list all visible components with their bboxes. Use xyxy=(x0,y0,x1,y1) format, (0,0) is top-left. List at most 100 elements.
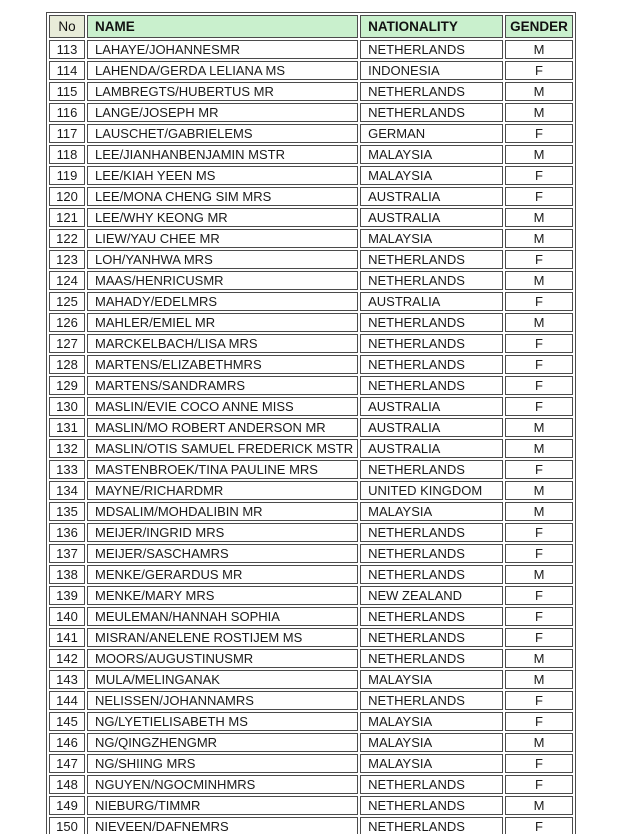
table-row: 144 NELISSEN/JOHANNAMRS NETHERLANDS F xyxy=(49,691,573,710)
row-number-cell: 124 xyxy=(49,271,85,290)
column-header-no: No xyxy=(49,15,85,38)
nationality-cell: NETHERLANDS xyxy=(360,40,504,59)
passenger-name-cell: LAUSCHET/GABRIELEMS xyxy=(87,124,359,143)
row-number-cell: 122 xyxy=(49,229,85,248)
table-row: 131 MASLIN/MO ROBERT ANDERSON MR AUSTRALIA… xyxy=(49,418,573,437)
row-number-cell: 149 xyxy=(49,796,85,815)
nationality-cell: MALAYSIA xyxy=(360,166,504,185)
table-row: 124 MAAS/HENRICUSMR NETHERLANDS M xyxy=(49,271,573,290)
table-row: 147 NG/SHIING MRS MALAYSIA F xyxy=(49,754,573,773)
row-number-cell: 146 xyxy=(49,733,85,752)
row-number-cell: 117 xyxy=(49,124,85,143)
gender-cell: F xyxy=(505,691,573,710)
gender-cell: F xyxy=(505,292,573,311)
gender-cell: F xyxy=(505,376,573,395)
gender-cell: F xyxy=(505,460,573,479)
gender-cell: M xyxy=(505,502,573,521)
nationality-cell: UNITED KINGDOM xyxy=(360,481,504,500)
gender-cell: F xyxy=(505,607,573,626)
passenger-name-cell: NG/LYETIELISABETH MS xyxy=(87,712,359,731)
gender-cell: F xyxy=(505,166,573,185)
nationality-cell: NETHERLANDS xyxy=(360,817,504,834)
table-row: 121 LEE/WHY KEONG MR AUSTRALIA M xyxy=(49,208,573,227)
row-number-cell: 130 xyxy=(49,397,85,416)
table-row: 132 MASLIN/OTIS SAMUEL FREDERICK MSTR AUST… xyxy=(49,439,573,458)
nationality-cell: NETHERLANDS xyxy=(360,82,504,101)
nationality-cell: NETHERLANDS xyxy=(360,334,504,353)
gender-cell: M xyxy=(505,565,573,584)
table-row: 139 MENKE/MARY MRS NEW ZEALAND F xyxy=(49,586,573,605)
column-header-name: NAME xyxy=(87,15,359,38)
row-number-cell: 139 xyxy=(49,586,85,605)
passenger-name-cell: MAAS/HENRICUSMR xyxy=(87,271,359,290)
row-number-cell: 118 xyxy=(49,145,85,164)
passenger-name-cell: NIEVEEN/DAFNEMRS xyxy=(87,817,359,834)
passenger-name-cell: MOORS/AUGUSTINUSMR xyxy=(87,649,359,668)
gender-cell: M xyxy=(505,82,573,101)
table-row: 145 NG/LYETIELISABETH MS MALAYSIA F xyxy=(49,712,573,731)
passenger-name-cell: LOH/YANHWA MRS xyxy=(87,250,359,269)
row-number-cell: 129 xyxy=(49,376,85,395)
table-row: 142 MOORS/AUGUSTINUSMR NETHERLANDS M xyxy=(49,649,573,668)
gender-cell: M xyxy=(505,145,573,164)
table-row: 135 MDSALIM/MOHDALIBIN MR MALAYSIA M xyxy=(49,502,573,521)
gender-cell: M xyxy=(505,103,573,122)
table-row: 125 MAHADY/EDELMRS AUSTRALIA F xyxy=(49,292,573,311)
table-row: 115 LAMBREGTS/HUBERTUS MR NETHERLANDS M xyxy=(49,82,573,101)
table-row: 113 LAHAYE/JOHANNESMR NETHERLANDS M xyxy=(49,40,573,59)
nationality-cell: MALAYSIA xyxy=(360,502,504,521)
nationality-cell: AUSTRALIA xyxy=(360,439,504,458)
row-number-cell: 134 xyxy=(49,481,85,500)
nationality-cell: AUSTRALIA xyxy=(360,187,504,206)
passenger-name-cell: NGUYEN/NGOCMINHMRS xyxy=(87,775,359,794)
row-number-cell: 133 xyxy=(49,460,85,479)
nationality-cell: NETHERLANDS xyxy=(360,649,504,668)
row-number-cell: 136 xyxy=(49,523,85,542)
nationality-cell: AUSTRALIA xyxy=(360,397,504,416)
row-number-cell: 121 xyxy=(49,208,85,227)
nationality-cell: NETHERLANDS xyxy=(360,565,504,584)
nationality-cell: NETHERLANDS xyxy=(360,691,504,710)
gender-cell: M xyxy=(505,271,573,290)
gender-cell: M xyxy=(505,229,573,248)
passenger-name-cell: MEIJER/INGRID MRS xyxy=(87,523,359,542)
table-row: 118 LEE/JIANHANBENJAMIN MSTR MALAYSIA M xyxy=(49,145,573,164)
table-row: 138 MENKE/GERARDUS MR NETHERLANDS M xyxy=(49,565,573,584)
nationality-cell: NETHERLANDS xyxy=(360,523,504,542)
table-row: 137 MEIJER/SASCHAMRS NETHERLANDS F xyxy=(49,544,573,563)
gender-cell: M xyxy=(505,418,573,437)
row-number-cell: 144 xyxy=(49,691,85,710)
row-number-cell: 132 xyxy=(49,439,85,458)
row-number-cell: 147 xyxy=(49,754,85,773)
row-number-cell: 150 xyxy=(49,817,85,834)
nationality-cell: MALAYSIA xyxy=(360,712,504,731)
gender-cell: M xyxy=(505,481,573,500)
gender-cell: F xyxy=(505,187,573,206)
row-number-cell: 131 xyxy=(49,418,85,437)
row-number-cell: 125 xyxy=(49,292,85,311)
gender-cell: F xyxy=(505,124,573,143)
passenger-name-cell: NG/SHIING MRS xyxy=(87,754,359,773)
gender-cell: F xyxy=(505,397,573,416)
table-row: 133 MASTENBROEK/TINA PAULINE MRS NETHERLAN… xyxy=(49,460,573,479)
row-number-cell: 120 xyxy=(49,187,85,206)
column-header-gender: GENDER xyxy=(505,15,573,38)
passenger-name-cell: MEIJER/SASCHAMRS xyxy=(87,544,359,563)
gender-cell: F xyxy=(505,775,573,794)
nationality-cell: NETHERLANDS xyxy=(360,607,504,626)
row-number-cell: 128 xyxy=(49,355,85,374)
gender-cell: F xyxy=(505,712,573,731)
row-number-cell: 114 xyxy=(49,61,85,80)
gender-cell: F xyxy=(505,334,573,353)
nationality-cell: NETHERLANDS xyxy=(360,250,504,269)
nationality-cell: MALAYSIA xyxy=(360,733,504,752)
passenger-name-cell: NIEBURG/TIMMR xyxy=(87,796,359,815)
passenger-name-cell: MASTENBROEK/TINA PAULINE MRS xyxy=(87,460,359,479)
gender-cell: F xyxy=(505,586,573,605)
gender-cell: F xyxy=(505,544,573,563)
passenger-name-cell: LAHAYE/JOHANNESMR xyxy=(87,40,359,59)
nationality-cell: NEW ZEALAND xyxy=(360,586,504,605)
row-number-cell: 116 xyxy=(49,103,85,122)
table-row: 119 LEE/KIAH YEEN MS MALAYSIA F xyxy=(49,166,573,185)
